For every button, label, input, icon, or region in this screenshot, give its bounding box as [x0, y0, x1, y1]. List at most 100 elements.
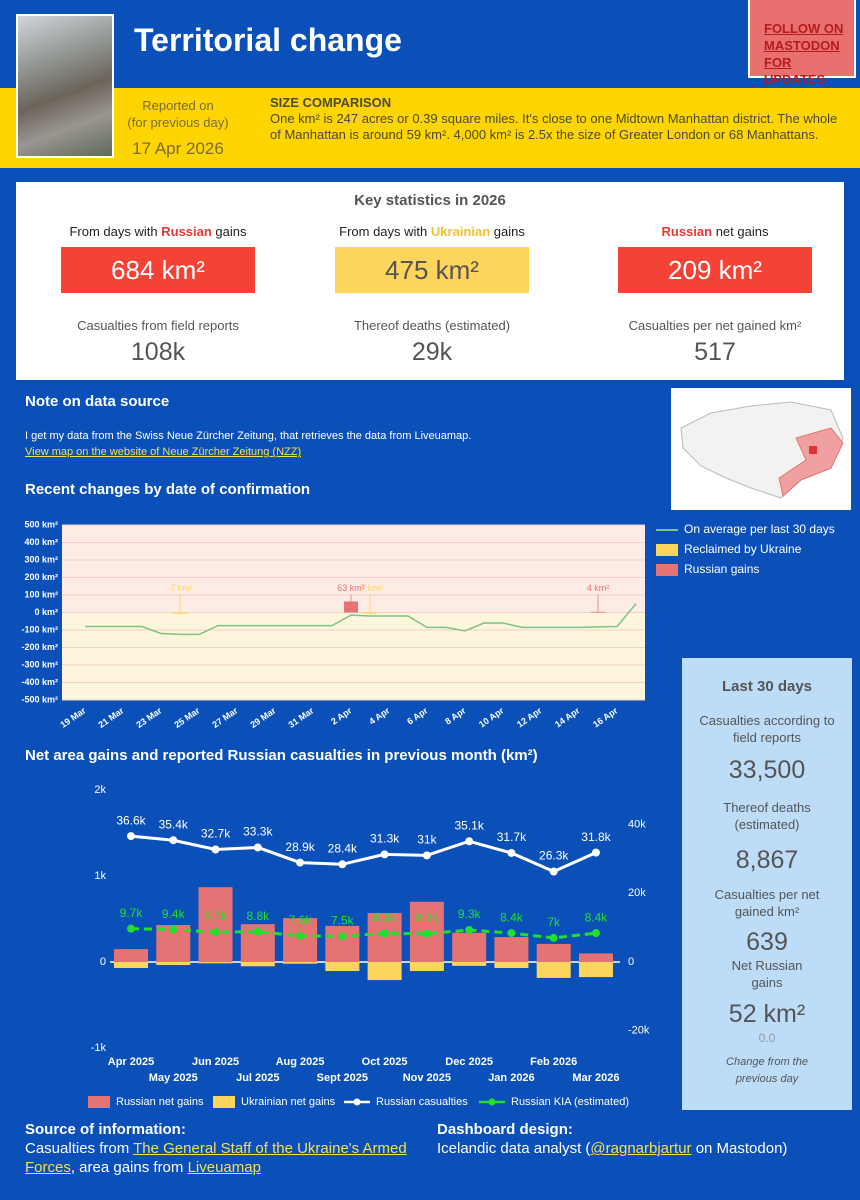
y-tick-label: -100 km²	[21, 624, 58, 634]
bar	[452, 962, 487, 966]
side-change: 0.0	[758, 1031, 776, 1045]
bar	[536, 943, 571, 962]
x-tick-label: 23 Mar	[134, 705, 164, 730]
point	[465, 837, 474, 846]
line	[130, 834, 597, 874]
point	[296, 931, 305, 940]
point	[253, 927, 262, 936]
bar	[283, 918, 318, 962]
map-occupied	[778, 427, 844, 497]
y2-tick-label: 40k	[628, 818, 646, 830]
y-tick-label: -1k	[91, 1042, 107, 1054]
label-text: From days with	[69, 224, 162, 239]
stat-column: From days with Ukrainian gains 475 km² T…	[294, 182, 570, 380]
legend-swatch	[353, 1098, 361, 1106]
y-tick-label: 300 km²	[24, 554, 58, 564]
value-label: 4 km²	[587, 583, 610, 593]
legend-label: Russian casualties	[376, 1096, 468, 1108]
stat-label: From days with Ukrainian gains	[294, 224, 570, 239]
design-text: Icelandic data analyst (@ragnarbjartur o…	[437, 1139, 847, 1158]
page-title: Territorial change	[134, 22, 402, 58]
stat-label: From days with Russian gains	[20, 224, 296, 239]
nzz-link[interactable]: View map on the website of Neue Zürcher …	[25, 446, 302, 458]
bar	[114, 962, 148, 969]
value-label: 8.4k	[500, 910, 524, 924]
general-staff-link[interactable]: The General Staff of the Ukraine's Armed…	[25, 1140, 407, 1176]
x-tick-label: 12 Apr	[515, 705, 544, 729]
label-highlight: Ukrainian	[430, 224, 491, 239]
stat-sub-value: 29k	[411, 338, 453, 366]
liveuamap-link[interactable]: Liveuamap	[187, 1159, 261, 1176]
legend-entry: Russian gains	[656, 562, 846, 576]
x-tick-label: 29 Mar	[248, 705, 278, 730]
point	[507, 848, 516, 857]
bar	[198, 962, 233, 964]
stat-column: From days with Russian gains 684 km² Cas…	[20, 182, 296, 380]
bar	[578, 962, 613, 978]
header-band	[0, 88, 860, 168]
bar	[325, 925, 360, 962]
value-label: 8.4k	[585, 910, 609, 924]
value-label: 32.7k	[201, 827, 231, 841]
side-value: 52 km²	[728, 1000, 806, 1028]
reported-date: 17 Apr 2026	[132, 139, 224, 158]
bar	[198, 887, 233, 962]
x-tick-label: 27 Mar	[210, 705, 240, 730]
side-value: 639	[746, 928, 788, 956]
value-label: 63 km²	[337, 583, 365, 593]
label-text: gains	[490, 224, 525, 239]
chart-title: Recent changes by date of confirmation	[25, 481, 311, 498]
stat-label: Russian net gains	[577, 224, 853, 239]
y-tick-label: 100 km²	[24, 589, 58, 599]
legend-entry: Reclaimed by Ukraine	[656, 542, 846, 556]
bar	[367, 962, 402, 981]
point	[422, 851, 431, 860]
mastodon-link[interactable]: @ragnarbjartur	[590, 1140, 692, 1157]
x-tick-label: Jun 2025	[192, 1056, 239, 1068]
value-label: 7.5k	[331, 913, 355, 927]
value-label: 7.6k	[289, 913, 313, 927]
legend: On average per last 30 days Reclaimed by …	[656, 522, 846, 582]
follow-link[interactable]: FOLLOW ON MASTODON FOR UPDATES	[748, 0, 856, 87]
bar	[367, 912, 402, 962]
x-tick-label: 25 Mar	[172, 705, 202, 730]
text: on Mastodon)	[691, 1140, 788, 1157]
x-tick-label: Oct 2025	[362, 1056, 408, 1068]
x-tick-label: 21 Mar	[96, 705, 126, 730]
point	[211, 928, 220, 937]
value-label: 28.9k	[285, 840, 315, 854]
label-text: gains	[211, 224, 247, 239]
line	[85, 603, 637, 636]
value-label: 36.6k	[116, 813, 146, 827]
size-text: One km² is 247 acres or 0.39 square mile…	[270, 111, 838, 142]
y-tick-label: 400 km²	[24, 537, 58, 547]
stat-column: Russian net gains 209 km² Casualties per…	[577, 182, 853, 380]
stat-sub-value: 108k	[130, 338, 186, 366]
y-tick-label: 500 km²	[24, 519, 58, 529]
point	[169, 836, 178, 845]
x-tick-label: 4 Apr	[367, 705, 392, 726]
bar	[173, 612, 187, 614]
bar	[114, 949, 148, 962]
legend-swatch	[88, 1096, 110, 1108]
source-text: Casualties from The General Staff of the…	[25, 1139, 425, 1177]
point	[127, 832, 135, 841]
map-marker	[809, 446, 817, 454]
bar	[578, 953, 613, 962]
point	[380, 850, 389, 859]
y-tick-label: 0	[100, 956, 106, 968]
x-tick-label: 16 Apr	[591, 705, 620, 729]
x-tick-label: Jan 2026	[488, 1072, 534, 1084]
value-label: 9.3k	[458, 907, 482, 921]
legend-swatch	[656, 564, 678, 576]
value-label: 26.3k	[539, 849, 569, 863]
side-note: Change from the previous day	[726, 1056, 808, 1085]
x-tick-label: 14 Apr	[553, 705, 582, 729]
stat-value: 209 km²	[618, 247, 812, 293]
legend-label: Reclaimed by Ukraine	[684, 542, 802, 556]
x-tick-label: 2 Apr	[329, 705, 354, 726]
text: Icelandic data analyst (	[437, 1140, 591, 1157]
note-text: I get my data from the Swiss Neue Zürche…	[25, 430, 472, 442]
key-stats: Key statistics in 2026 From days with Ru…	[16, 182, 844, 380]
